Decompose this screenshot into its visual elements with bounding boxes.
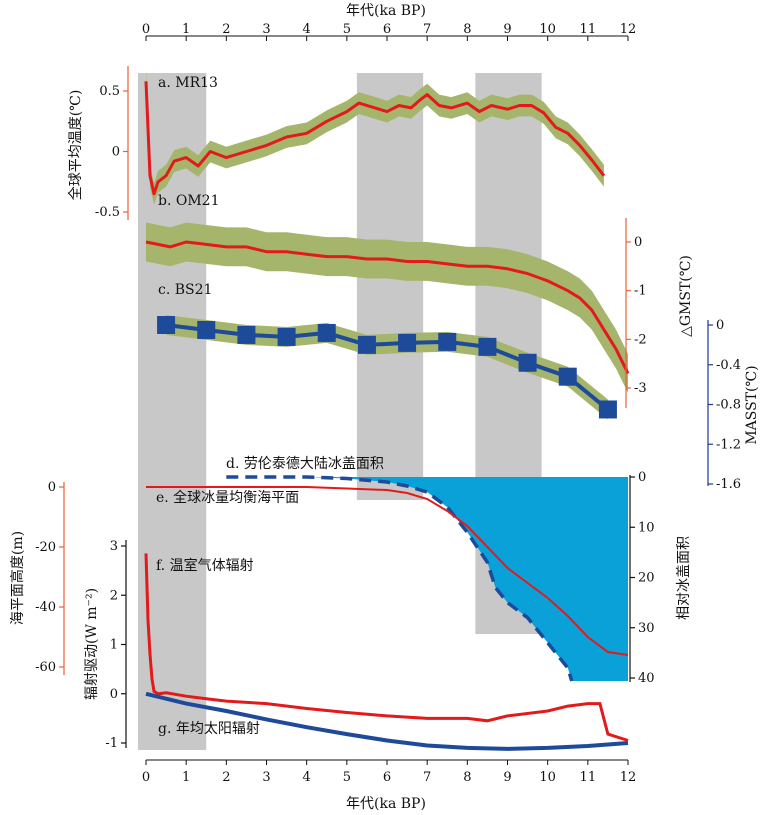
top-x-tick-label: 10 [539, 22, 556, 37]
panel-e-y-axis-tick-label: -60 [35, 660, 56, 675]
uncertainty-bands [146, 70, 628, 420]
bottom-x-tick-label: 12 [620, 770, 637, 785]
top-x-tick-label: 2 [222, 22, 230, 37]
panel-label-c: c. BS21 [158, 282, 212, 298]
bottom-x-tick-label: 8 [463, 770, 471, 785]
top-x-tick-label: 9 [503, 22, 511, 37]
panel-c-y-axis-title: MASST(℃) [744, 365, 760, 444]
panel-c-y-axis-tick-label: -0.4 [716, 358, 741, 373]
shaded-interval [356, 73, 424, 500]
panel-a-y-axis-tick-label: 0 [112, 145, 120, 160]
top-x-tick-label: 6 [383, 22, 391, 37]
bs21-marker [157, 316, 176, 334]
panel-a-y-axis-title: 全球平均温度(℃) [67, 90, 84, 201]
top-x-axis-title: 年代(ka BP) [346, 3, 426, 19]
om21-uncertainty-band [146, 222, 628, 393]
panel-labels: a. MR13 b. OM21 c. BS21 d. 劳伦泰德大陆冰盖面积 e. 全球冰… [156, 75, 384, 737]
panel-b-y-axis-tick-label: 0 [634, 235, 642, 250]
axes: 001122334455667788991010111112120.50-0.5… [35, 22, 741, 785]
bottom-x-tick-label: 5 [343, 770, 351, 785]
panel-c-y-axis-tick-label: -0.8 [716, 398, 741, 413]
top-x-tick-label: 1 [182, 22, 190, 37]
panel-a-y-axis-tick-label: 0.5 [99, 84, 120, 99]
top-x-tick-label: 12 [620, 22, 637, 37]
bs21-marker [438, 332, 457, 351]
panel-c-y-axis-tick-label: -1.2 [716, 437, 741, 452]
bottom-x-tick-label: 4 [303, 770, 311, 785]
ice-sheet-area-fill [226, 477, 629, 681]
bottom-x-tick-label: 7 [423, 770, 431, 785]
top-x-tick-label: 3 [262, 22, 270, 37]
bs21-marker [598, 400, 617, 419]
mr13-line [144, 81, 606, 196]
bs21-uncertainty-band [166, 315, 608, 420]
sea-level-line [146, 486, 629, 656]
panel-f-y-axis-tick-label: -1 [105, 736, 118, 751]
panel-f-y-axis-tick-label: 0 [110, 687, 118, 702]
bottom-x-tick-label: 2 [222, 770, 230, 785]
panel-e-y-axis-title: 海平面高度(m) [9, 531, 26, 625]
panel-b-y-axis-title: △GMST(℃) [678, 255, 694, 337]
panel-f-y-axis-tick-label: 1 [110, 638, 118, 653]
panel-label-b: b. OM21 [158, 193, 220, 209]
panel-d-y-axis-title: 相对冰盖面积 [676, 536, 692, 620]
mr13-uncertainty-band [146, 70, 604, 205]
panel-f-y-axis-title: 辐射驱动(W m⁻²) [84, 588, 100, 700]
bs21-marker [197, 320, 216, 339]
top-x-tick-label: 7 [423, 22, 431, 37]
bottom-x-tick-label: 9 [503, 770, 511, 785]
greenhouse-forcing-line [144, 553, 629, 742]
bs21-marker [357, 335, 376, 354]
top-x-tick-label: 0 [142, 22, 150, 37]
insolation-line [145, 691, 629, 751]
bs21-marker [478, 337, 497, 356]
panel-d-y-axis-tick-label: 30 [638, 621, 655, 636]
om21-line [145, 240, 630, 375]
bottom-x-axis-title: 年代(ka BP) [346, 796, 426, 812]
bottom-x-tick-label: 10 [539, 770, 556, 785]
panel-label-d: d. 劳伦泰德大陆冰盖面积 [226, 456, 384, 472]
panel-d-y-axis-tick-label: 20 [638, 571, 655, 586]
panel-e-y-axis-tick-label: 0 [48, 480, 56, 495]
bottom-x-tick-label: 6 [383, 770, 391, 785]
ice-sheet-area-chart [226, 477, 629, 681]
bottom-x-tick-label: 0 [142, 770, 150, 785]
top-x-tick-label: 4 [303, 22, 311, 37]
top-x-tick-label: 5 [343, 22, 351, 37]
series-lines [144, 81, 630, 751]
panel-b-y-axis-tick-label: -1 [634, 284, 647, 299]
bottom-x-tick-label: 1 [182, 770, 190, 785]
panel-f-y-axis-tick-label: 3 [110, 539, 118, 554]
top-x-tick-label: 8 [463, 22, 471, 37]
panel-c-y-axis-tick-label: -1.6 [716, 477, 741, 492]
bs21-marker [317, 323, 336, 342]
panel-c-y-axis-tick-label: 0 [716, 318, 724, 333]
panel-f-y-axis-tick-label: 2 [110, 588, 118, 603]
panel-label-e: e. 全球冰量均衡海平面 [156, 489, 299, 506]
bs21-marker [237, 325, 256, 344]
bs21-marker [518, 353, 537, 372]
bs21-marker [558, 367, 577, 386]
panel-label-f: f. 温室气体辐射 [156, 557, 254, 574]
bottom-x-tick-label: 3 [262, 770, 270, 785]
panel-d-y-axis-tick-label: 10 [638, 520, 655, 535]
panel-d-y-axis-tick-label: 0 [638, 470, 646, 485]
panel-e-y-axis-tick-label: -40 [35, 600, 56, 615]
bs21-marker [398, 333, 417, 352]
ice-sheet-area-dashed-line [226, 475, 574, 682]
top-x-tick-label: 11 [580, 22, 597, 37]
bottom-x-tick-label: 11 [580, 770, 597, 785]
bs21-marker [277, 327, 296, 346]
panel-d-y-axis-tick-label: 40 [638, 671, 655, 686]
panel-e-y-axis-tick-label: -20 [35, 540, 56, 555]
panel-label-a: a. MR13 [158, 75, 218, 91]
panel-b-y-axis-tick-label: -2 [634, 332, 647, 347]
panel-label-g: g. 年均太阳辐射 [158, 721, 260, 737]
panel-b-y-axis-tick-label: -3 [634, 381, 647, 396]
panel-a-y-axis-tick-label: -0.5 [95, 205, 120, 220]
